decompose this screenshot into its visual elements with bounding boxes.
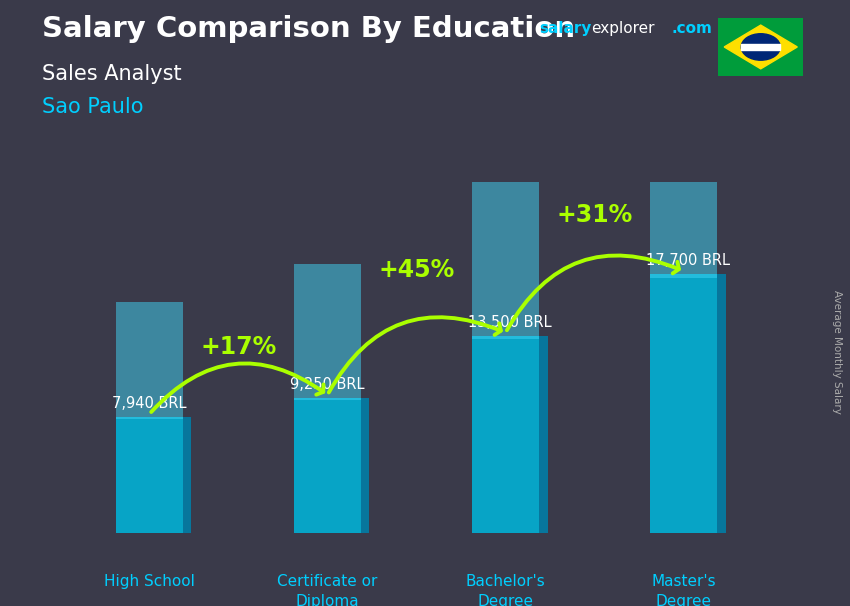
Text: +17%: +17%	[201, 335, 276, 359]
Text: Master's
Degree: Master's Degree	[651, 574, 716, 606]
Bar	[649, 19, 717, 278]
Text: Salary Comparison By Education: Salary Comparison By Education	[42, 15, 575, 43]
Bar	[472, 141, 540, 339]
Text: Sao Paulo: Sao Paulo	[42, 97, 144, 117]
Text: 17,700 BRL: 17,700 BRL	[646, 253, 730, 268]
Bar	[649, 274, 717, 533]
Polygon shape	[724, 25, 797, 69]
Text: High School: High School	[104, 574, 195, 589]
Bar	[741, 44, 780, 50]
Text: explorer: explorer	[591, 21, 654, 36]
Text: Bachelor's
Degree: Bachelor's Degree	[466, 574, 546, 606]
Text: +45%: +45%	[378, 258, 455, 282]
Bar	[116, 417, 184, 533]
Text: Average Monthly Salary: Average Monthly Salary	[832, 290, 842, 413]
Text: 7,940 BRL: 7,940 BRL	[112, 396, 186, 411]
Text: Certificate or
Diploma: Certificate or Diploma	[277, 574, 377, 606]
Text: salary: salary	[540, 21, 592, 36]
Circle shape	[741, 34, 780, 60]
Bar	[293, 398, 361, 533]
Bar	[540, 336, 547, 533]
Bar	[361, 398, 370, 533]
Text: 9,250 BRL: 9,250 BRL	[290, 377, 365, 392]
Bar	[717, 274, 726, 533]
Text: 13,500 BRL: 13,500 BRL	[468, 315, 552, 330]
Bar	[184, 417, 191, 533]
Bar	[116, 302, 184, 419]
Text: Sales Analyst: Sales Analyst	[42, 64, 182, 84]
Text: .com: .com	[672, 21, 712, 36]
Bar	[472, 336, 540, 533]
Text: +31%: +31%	[557, 204, 632, 227]
Bar	[293, 264, 361, 400]
